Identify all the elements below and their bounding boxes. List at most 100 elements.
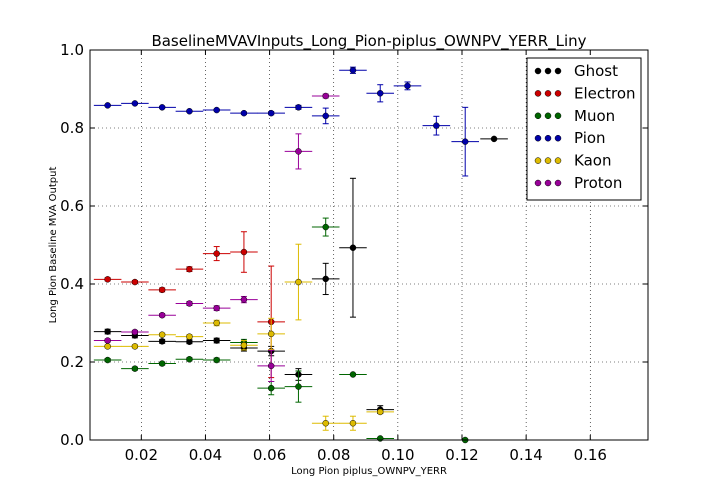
x-tick-label: 0.04 <box>189 446 222 464</box>
legend-label: Kaon <box>574 152 611 170</box>
x-tick-label: 0.02 <box>125 446 158 464</box>
chart-title: BaselineMVAVInputs_Long_Pion-piplus_OWNP… <box>151 32 586 51</box>
data-point <box>349 419 357 427</box>
data-point <box>158 360 166 367</box>
data-point <box>104 276 111 283</box>
data-point <box>131 278 139 286</box>
data-point <box>240 248 248 256</box>
legend-marker <box>534 157 542 164</box>
legend-marker <box>544 90 552 97</box>
data-point <box>131 100 139 107</box>
y-tick-label: 0.2 <box>60 353 84 371</box>
data-point <box>295 148 302 155</box>
legend-marker <box>544 157 552 164</box>
ticks: 0.02 0.04 0.06 0.08 0.10 0.12 0.14 0.16 0.0 0.2 0.… <box>60 41 648 464</box>
data-point <box>186 265 193 273</box>
legend-box <box>526 57 642 201</box>
data-point <box>104 356 111 364</box>
y-tick-label: 0.4 <box>60 275 84 293</box>
legend-marker <box>554 134 562 142</box>
data-point <box>376 435 384 442</box>
legend-marker <box>534 67 542 75</box>
data-point <box>267 384 275 392</box>
y-tick-label: 0.0 <box>60 431 84 449</box>
legend-label: Proton <box>574 174 622 192</box>
data-point <box>349 67 357 74</box>
x-tick-label: 0.06 <box>253 446 286 464</box>
data-point <box>404 82 411 90</box>
legend-marker <box>544 67 552 75</box>
data-point <box>349 244 357 251</box>
series-kaon <box>93 243 395 431</box>
data-point <box>186 107 193 115</box>
data-point <box>104 343 111 350</box>
plot-frame <box>89 49 649 441</box>
data-point <box>322 92 329 100</box>
legend-marker <box>544 112 552 120</box>
legend-label: Pion <box>574 129 606 147</box>
legend-marker <box>554 157 562 164</box>
x-tick-label: 0.12 <box>445 446 478 464</box>
data-point <box>349 371 357 378</box>
data-point <box>131 365 139 372</box>
legend: Ghost Electron Muon Pion Kaon Proton <box>526 57 642 201</box>
x-axis-label: Long Pion piplus_OWNPV_YERR <box>291 466 447 477</box>
legend-label: Ghost <box>574 62 618 80</box>
x-tick-label: 0.08 <box>317 446 350 464</box>
data-layer <box>93 66 508 444</box>
legend-label: Muon <box>574 107 615 125</box>
data-point <box>322 419 329 427</box>
legend-marker <box>554 67 562 75</box>
data-point <box>322 223 329 231</box>
series-proton <box>93 92 340 382</box>
y-tick-label: 0.8 <box>60 119 84 137</box>
data-point <box>213 356 220 364</box>
legend-marker <box>534 134 542 142</box>
data-point <box>158 331 166 338</box>
data-point <box>213 106 220 114</box>
x-tick-label: 0.10 <box>381 446 414 464</box>
data-point <box>267 362 275 370</box>
legend-marker <box>534 179 542 187</box>
data-point <box>213 250 220 257</box>
y-tick-label: 1.0 <box>60 41 84 59</box>
data-point <box>104 328 111 335</box>
x-tick-label: 0.16 <box>574 446 607 464</box>
data-point <box>131 343 139 350</box>
data-point <box>267 330 275 338</box>
data-point <box>213 337 220 344</box>
legend-marker <box>544 134 552 142</box>
legend-label: Electron <box>574 84 636 102</box>
data-point <box>213 304 220 312</box>
data-point <box>322 275 329 283</box>
data-point <box>186 356 193 363</box>
data-point <box>376 408 384 416</box>
data-point <box>240 341 248 349</box>
data-point <box>158 286 166 294</box>
data-point <box>295 278 302 286</box>
data-point <box>131 328 139 336</box>
data-point <box>295 104 302 111</box>
data-point <box>158 311 166 319</box>
data-point <box>295 383 302 390</box>
data-point <box>461 138 469 145</box>
legend-marker <box>544 179 552 187</box>
data-point <box>376 90 384 97</box>
legend-marker <box>554 179 562 187</box>
x-tick-label: 0.14 <box>509 446 542 464</box>
data-point <box>104 337 111 344</box>
data-point <box>490 135 498 143</box>
y-tick-label: 0.6 <box>60 197 84 215</box>
data-point <box>104 102 111 109</box>
legend-marker <box>534 90 542 97</box>
series-pion <box>93 66 479 177</box>
data-point <box>240 296 248 303</box>
data-point <box>186 300 193 307</box>
legend-marker <box>534 112 542 120</box>
legend-marker <box>554 112 562 120</box>
data-point <box>213 319 220 327</box>
data-point <box>240 109 248 117</box>
data-point <box>158 338 166 345</box>
